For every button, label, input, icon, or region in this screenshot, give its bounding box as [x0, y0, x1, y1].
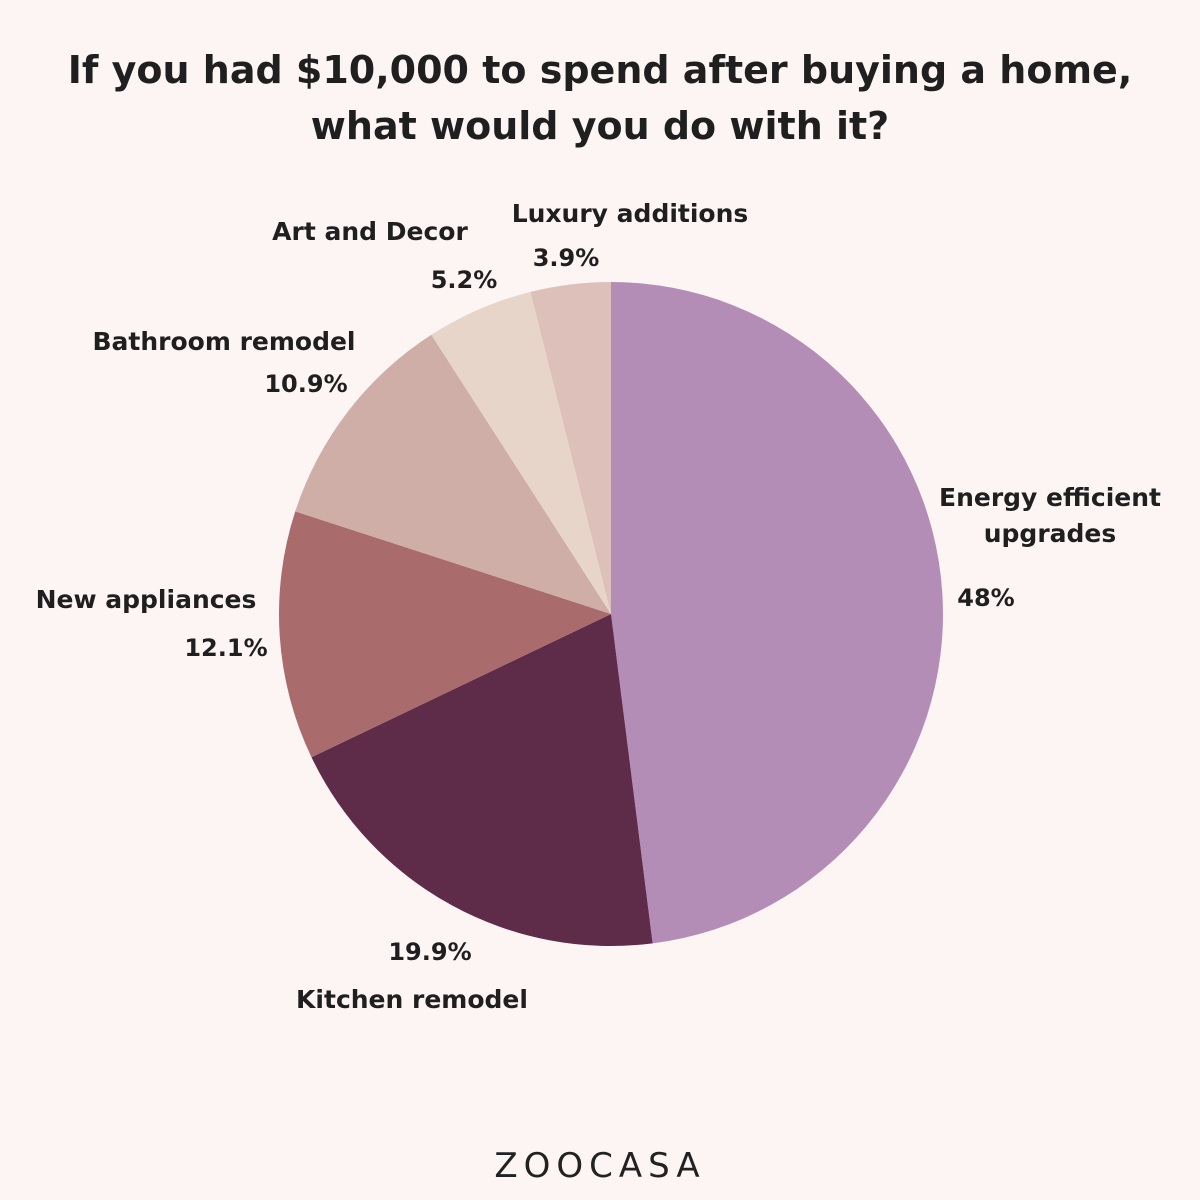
label-energy-efficient-line-2: upgrades: [983, 519, 1117, 548]
label-art-and-decor: Art and Decor: [272, 217, 468, 246]
zoocasa-logo: ZOOCASA: [494, 1146, 706, 1186]
pct-art-and-decor: 5.2%: [430, 266, 498, 294]
pie-slice-art-and-decor: [431, 291, 611, 614]
pct-energy-efficient: 48%: [957, 584, 1015, 612]
pie-slice-energy-efficient: [611, 282, 943, 944]
label-new-appliances: New appliances: [35, 585, 257, 614]
chart-title: If you had $10,000 to spend after buying…: [0, 42, 1200, 154]
label-kitchen-remodel: Kitchen remodel: [296, 985, 528, 1014]
pie-slice-bathroom-remodel: [295, 334, 611, 614]
chart-title-line-1: If you had $10,000 to spend after buying…: [67, 48, 1133, 92]
label-bathroom-remodel: Bathroom remodel: [92, 327, 356, 356]
pct-new-appliances: 12.1%: [184, 634, 268, 662]
pct-luxury-additions: 3.9%: [532, 244, 600, 272]
pie-slice-luxury-additions: [530, 282, 611, 614]
pie-slice-kitchen-remodel: [311, 614, 653, 946]
pie-slice-new-appliances: [279, 511, 611, 758]
label-luxury-additions: Luxury additions: [511, 199, 749, 228]
pct-kitchen-remodel: 19.9%: [388, 938, 472, 966]
label-energy-efficient-line-1: Energy efficient: [939, 483, 1161, 512]
pct-bathroom-remodel: 10.9%: [264, 370, 348, 398]
label-energy-efficient: Energy efficient upgrades: [880, 480, 1200, 552]
chart-title-line-2: what would you do with it?: [310, 104, 890, 148]
